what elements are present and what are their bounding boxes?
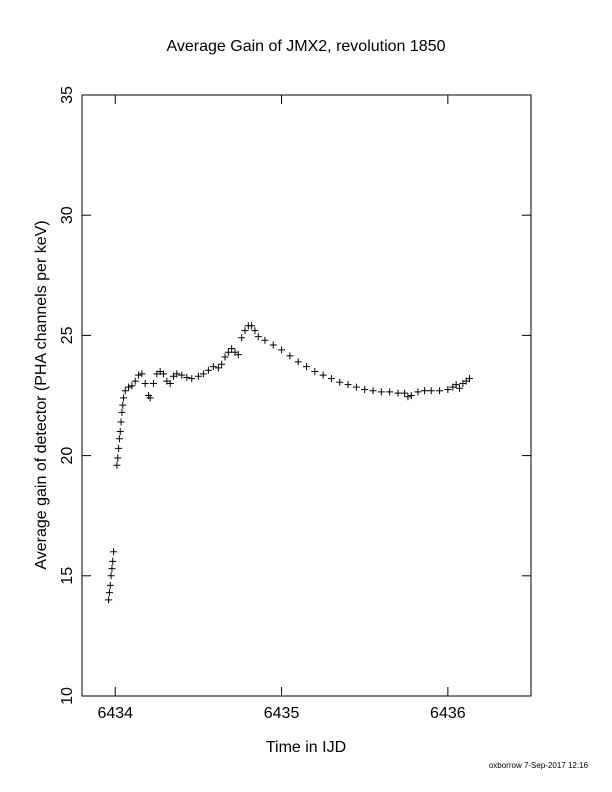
data-point [135, 371, 143, 379]
data-point [107, 572, 115, 580]
x-axis-label: Time in IJD [266, 739, 346, 756]
data-point [116, 428, 124, 436]
y-tick-label: 10 [59, 687, 76, 705]
data-point [352, 383, 360, 391]
data-point [109, 557, 117, 565]
data-point [199, 370, 207, 378]
data-point [241, 327, 249, 335]
data-point [121, 387, 129, 395]
data-point [455, 384, 463, 392]
data-point [436, 387, 444, 395]
data-point [110, 548, 118, 556]
data-point [404, 393, 412, 401]
data-point [194, 372, 202, 380]
data-point [465, 375, 473, 383]
data-point [234, 351, 242, 359]
data-point [344, 381, 352, 389]
data-point [113, 461, 121, 469]
data-point [421, 387, 429, 395]
data-point [204, 366, 212, 374]
data-point [377, 388, 385, 396]
data-point [141, 379, 149, 387]
y-tick-label: 30 [59, 206, 76, 224]
data-point [294, 358, 302, 366]
data-point [150, 379, 158, 387]
data-point [401, 389, 409, 397]
data-point [444, 385, 452, 393]
x-tick-label: 6436 [430, 705, 466, 722]
data-point [369, 387, 377, 395]
y-tick-label: 25 [59, 326, 76, 344]
plot-frame [81, 94, 532, 697]
x-tick-label: 6435 [264, 705, 300, 722]
footer: oxborrow 7-Sep-2017 12:16 [489, 761, 589, 770]
y-tick-label: 35 [59, 86, 76, 104]
data-point [251, 327, 259, 335]
data-point [120, 394, 128, 402]
data-point [361, 385, 369, 393]
data-point [224, 348, 232, 356]
data-point [407, 392, 415, 399]
data-point [228, 345, 236, 353]
data-point [188, 375, 196, 383]
data-point [115, 435, 123, 443]
data-point [166, 379, 174, 387]
data-point [183, 373, 191, 381]
data-point [125, 383, 133, 391]
data-point [117, 418, 125, 426]
data-point [146, 394, 154, 402]
data-point [119, 401, 127, 409]
y-axis-label: Average gain of detector (PHA channels p… [33, 220, 50, 569]
data-point [114, 454, 122, 462]
y-tick-label: 20 [59, 447, 76, 465]
data-point [261, 336, 269, 344]
data-point [394, 389, 402, 397]
data-point [278, 346, 286, 354]
data-point [452, 381, 460, 389]
data-point [218, 360, 226, 368]
data-point [105, 596, 113, 604]
data-point [105, 589, 113, 597]
data-point [427, 387, 435, 395]
data-point [414, 388, 422, 396]
y-tick-label: 15 [59, 567, 76, 585]
data-point [386, 388, 394, 396]
data-point [311, 367, 319, 375]
data-point [118, 408, 126, 416]
data-point [319, 371, 327, 379]
data-point [336, 378, 344, 386]
chart-title: Average Gain of JMX2, revolution 1850 [167, 38, 446, 55]
data-point [248, 322, 256, 330]
data-point [106, 581, 114, 589]
data-point [238, 334, 246, 342]
data-point [209, 363, 217, 371]
data-point [128, 382, 136, 390]
data-point [269, 341, 277, 349]
x-tick-label: 6434 [97, 705, 133, 722]
data-point [173, 370, 181, 378]
data-point [159, 370, 167, 378]
data-point [254, 333, 262, 341]
data-point [178, 371, 186, 379]
data-point [115, 444, 123, 452]
data-point [327, 375, 335, 383]
data-point [138, 370, 146, 378]
data-point [303, 363, 310, 371]
data-point [286, 352, 294, 360]
data-point [214, 364, 222, 372]
data-point [131, 377, 139, 385]
data-point [221, 353, 229, 361]
data-point [108, 565, 116, 573]
